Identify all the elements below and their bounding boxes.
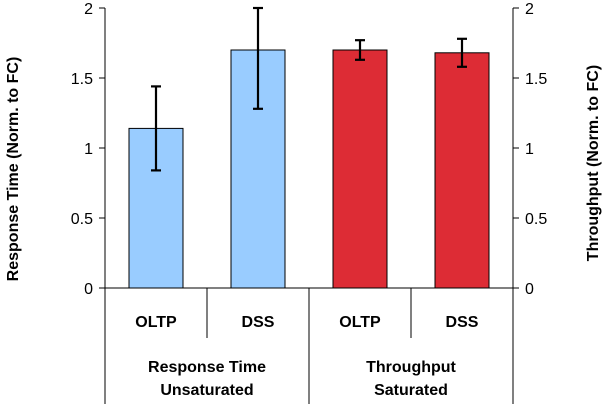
tick-label: 1: [525, 141, 534, 158]
category-axis: OLTP DSS Response Time Unsaturated OLTP DSS Th…: [135, 288, 479, 404]
tick-label: 0.5: [525, 211, 547, 228]
tick-label: 0: [525, 281, 534, 298]
bar: [434, 52, 490, 289]
tick-label: 2: [84, 1, 93, 18]
tick-label: 1: [84, 141, 93, 158]
group-label: Saturated: [374, 382, 448, 399]
group-label: Throughput: [366, 359, 456, 376]
bars: [128, 49, 490, 289]
category-label: DSS: [446, 314, 479, 331]
category-label: OLTP: [339, 314, 381, 331]
tick-label: 2: [525, 1, 534, 18]
right-axis-ticks: 0 0.5 1 1.5 2: [513, 1, 547, 298]
bar: [332, 49, 388, 289]
left-axis-title: Response Time (Norm. to FC): [5, 57, 22, 282]
error-bars: [151, 6, 467, 172]
group-label: Unsaturated: [160, 382, 253, 399]
right-axis-title: Throughput (Norm. to FC): [585, 65, 602, 261]
tick-label: 0: [84, 281, 93, 298]
group-label: Response Time: [148, 359, 266, 376]
category-label: OLTP: [135, 314, 177, 331]
category-label: DSS: [242, 314, 275, 331]
tick-label: 1.5: [71, 71, 93, 88]
tick-label: 1.5: [525, 71, 547, 88]
tick-label: 0.5: [71, 211, 93, 228]
left-axis-ticks: 0 0.5 1 1.5 2: [71, 1, 105, 298]
